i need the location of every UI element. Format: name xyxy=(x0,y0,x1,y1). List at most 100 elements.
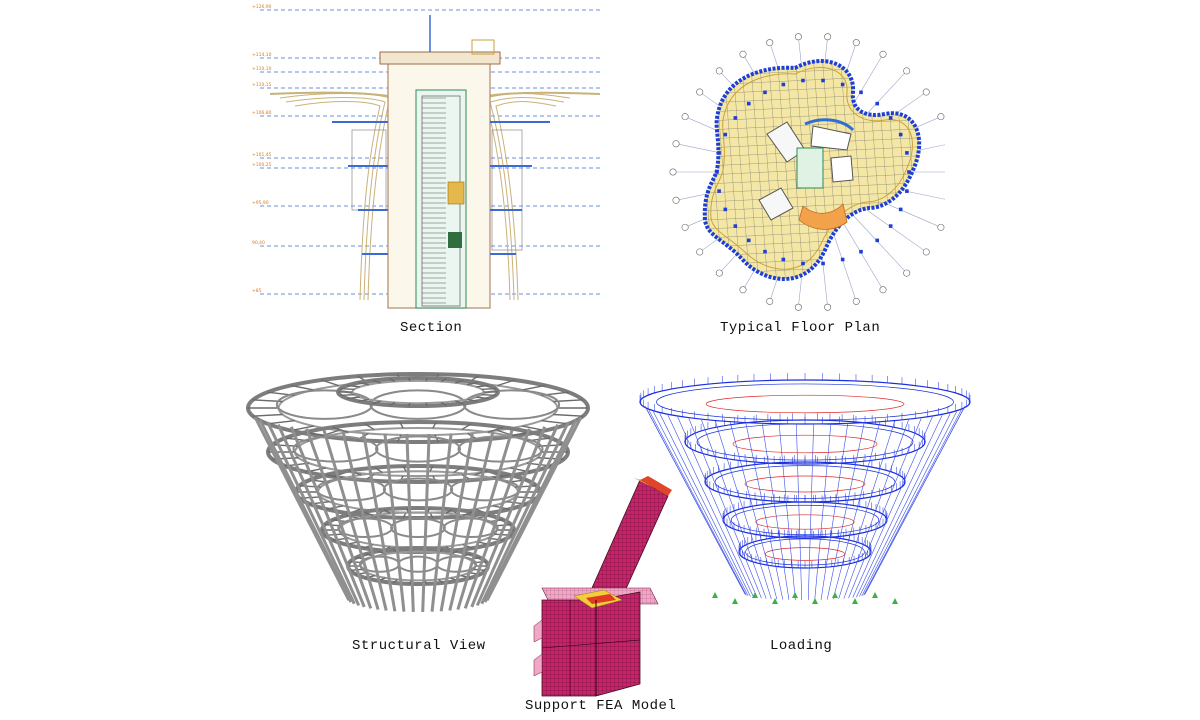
plan-grid-line xyxy=(704,136,920,150)
plan-inner-outline xyxy=(710,67,913,270)
plan-grid-bubbles xyxy=(669,33,945,311)
caption-section: Section xyxy=(400,320,463,336)
plan-grid-line xyxy=(685,281,935,293)
structural-ring xyxy=(266,420,570,484)
support-marker xyxy=(832,592,838,598)
structural-column xyxy=(289,426,366,608)
plan-grid-line xyxy=(685,47,935,59)
loading-mesh xyxy=(639,373,971,604)
elevation-label: 90,40 xyxy=(252,240,265,246)
loading-column xyxy=(861,411,957,597)
loading-column xyxy=(852,416,933,598)
section-core xyxy=(351,15,523,309)
grid-bubble xyxy=(681,113,728,137)
loading-ring xyxy=(738,529,872,569)
plan-grid-line xyxy=(929,40,945,300)
loading-column xyxy=(859,413,951,597)
support-marker xyxy=(872,592,878,598)
loading-ring xyxy=(704,455,906,503)
elevation-label: +106,80 xyxy=(252,110,272,116)
grid-bubble xyxy=(907,170,911,174)
loading-model-svg xyxy=(639,373,971,604)
loading-column xyxy=(820,423,849,600)
section-slabs xyxy=(332,121,550,255)
loading-column xyxy=(667,415,754,598)
loading-column xyxy=(863,409,962,596)
structural-column xyxy=(305,428,373,609)
loading-column xyxy=(645,407,746,595)
plan-grid-line xyxy=(704,190,920,204)
loading-column xyxy=(838,420,896,600)
loading-column xyxy=(653,411,749,597)
elevation-label: +101,45 xyxy=(252,152,272,158)
structural-column xyxy=(430,433,453,612)
support-marker xyxy=(752,592,758,598)
floor-plan-svg xyxy=(669,33,945,311)
section-svg: +126,90 +114,10 +110,10 +110,15 +106,80 +101,… xyxy=(252,4,602,309)
loading-ring xyxy=(722,495,888,539)
fea-body xyxy=(533,476,672,697)
floor-plan-drawing xyxy=(655,30,945,312)
loading-column xyxy=(778,423,796,600)
structural-ring xyxy=(336,376,500,408)
elevation-label: +100,25 xyxy=(252,162,272,168)
grid-bubble xyxy=(859,50,887,95)
elevation-label: +126,90 xyxy=(252,4,272,10)
support-marker xyxy=(732,598,738,604)
grid-bubble xyxy=(821,261,832,311)
grid-bubble xyxy=(739,249,767,294)
loading-column xyxy=(807,423,814,601)
loading-column xyxy=(796,423,803,601)
structural-column xyxy=(421,433,431,613)
structural-column xyxy=(341,431,388,611)
loading-column xyxy=(832,421,881,600)
fea-model-svg xyxy=(533,476,672,697)
structural-column xyxy=(383,433,406,612)
structural-column xyxy=(463,428,531,609)
grid-bubble xyxy=(859,249,887,294)
plan-grid-line xyxy=(766,61,788,280)
caption-structural-view: Structural View xyxy=(352,638,486,654)
grid-bubble xyxy=(821,33,832,83)
structural-view-svg xyxy=(246,372,590,613)
loading-column xyxy=(714,420,772,600)
grid-bubble xyxy=(898,207,945,231)
support-marker xyxy=(812,598,818,604)
loading-column xyxy=(648,409,747,596)
structural-column xyxy=(322,430,380,610)
structural-column xyxy=(448,431,495,611)
grid-bubble xyxy=(888,88,930,120)
section-elevation-labels: +126,90 +114,10 +110,10 +110,15 +106,80 +101,… xyxy=(252,4,272,294)
plan-grid-line xyxy=(748,61,770,280)
grid-bubble xyxy=(672,140,721,155)
structural-column xyxy=(439,432,474,612)
plan-grid-line xyxy=(784,61,806,280)
loading-column xyxy=(864,405,966,595)
fea-model-render xyxy=(530,470,680,698)
structural-frame xyxy=(246,372,590,613)
support-marker xyxy=(712,592,718,598)
core-stair-rungs xyxy=(422,97,446,304)
plan-grid-line xyxy=(685,38,935,50)
structural-column xyxy=(276,424,361,607)
plan-grid-line xyxy=(704,61,716,280)
structural-column xyxy=(405,433,415,613)
structural-column xyxy=(485,416,583,601)
loading-model-render xyxy=(635,372,975,620)
structural-view-render xyxy=(228,368,618,630)
caption-floor-plan: Typical Floor Plan xyxy=(720,320,881,336)
plan-grid-line xyxy=(757,61,779,280)
loading-column xyxy=(745,422,784,600)
plan-grid-line xyxy=(704,118,920,132)
plan-core xyxy=(758,118,855,230)
loading-column xyxy=(701,419,767,599)
loading-column xyxy=(761,423,790,600)
support-marker xyxy=(792,592,798,598)
loading-column xyxy=(729,421,778,600)
grid-bubble xyxy=(696,88,738,120)
structural-column xyxy=(456,430,514,610)
grid-bubble xyxy=(840,39,860,87)
grid-bubble xyxy=(672,189,721,204)
section-drawing: +126,90 +114,10 +110,10 +110,15 +106,80 +101,… xyxy=(240,0,610,315)
elevation-label: +110,10 xyxy=(252,66,272,72)
